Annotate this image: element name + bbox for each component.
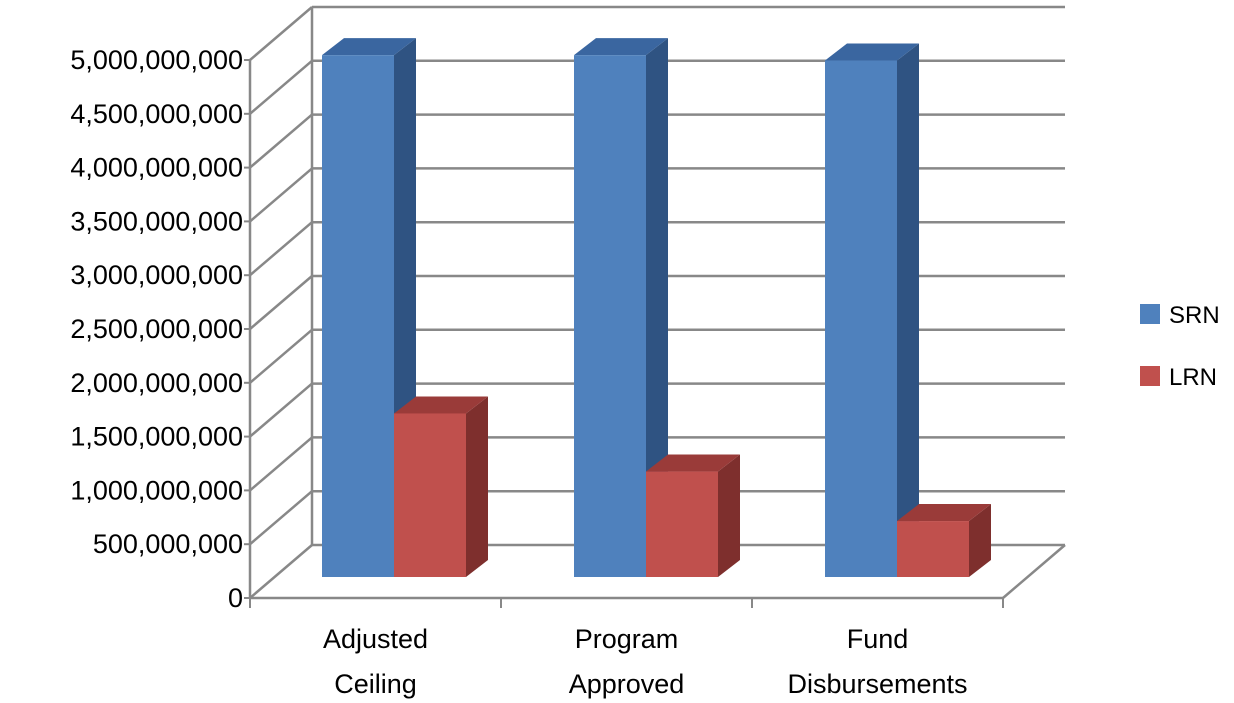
- y-tick-label: 4,000,000,000: [70, 153, 243, 183]
- y-tick-label: 2,000,000,000: [70, 368, 243, 398]
- y-tick-label: 500,000,000: [93, 529, 243, 559]
- x-tick-label: Adjusted: [323, 624, 428, 654]
- gridline-side: [249, 436, 313, 492]
- bar-lrn-side: [969, 504, 991, 577]
- gridlines: [249, 5, 1065, 599]
- bars: [322, 38, 991, 577]
- axes: [244, 7, 1066, 608]
- legend-label-lrn: LRN: [1169, 364, 1217, 391]
- gridline-side: [249, 6, 313, 61]
- x-tick-label: Program: [575, 624, 679, 654]
- bar-lrn-top: [897, 504, 991, 522]
- y-tick-label: 2,500,000,000: [70, 314, 243, 344]
- x-tick-label: Disbursements: [787, 669, 967, 699]
- x-tick-label: Ceiling: [334, 669, 417, 699]
- labels: 0 500,000,000 1,000,000,000 1,500,000,000 2,…: [70, 45, 967, 699]
- bar-lrn: [646, 471, 718, 577]
- gridline-side: [249, 113, 313, 169]
- bar-srn-side: [646, 38, 668, 577]
- legend: SRN LRN: [1140, 302, 1220, 391]
- bar-srn: [574, 55, 646, 577]
- bar-srn: [322, 55, 394, 577]
- legend-swatch-lrn: [1140, 366, 1160, 386]
- bar-srn: [825, 60, 897, 577]
- bar-srn-top: [322, 38, 416, 56]
- legend-swatch-srn: [1140, 304, 1160, 324]
- y-tick-label: 3,500,000,000: [70, 206, 243, 236]
- bar-srn-top: [574, 38, 668, 56]
- gridline-side: [249, 382, 313, 438]
- gridline-side: [249, 275, 313, 330]
- bar-lrn-side: [466, 396, 488, 577]
- legend-label-srn: SRN: [1169, 302, 1220, 329]
- bar-lrn: [394, 413, 466, 577]
- y-tick-label: 1,500,000,000: [70, 422, 243, 452]
- bar-srn-top: [825, 43, 919, 61]
- gridline-side: [249, 221, 313, 277]
- gridline-side: [249, 59, 313, 115]
- gridline-side: [249, 167, 313, 223]
- y-tick-label: 4,500,000,000: [70, 99, 243, 129]
- bar-lrn-top: [646, 454, 740, 472]
- x-tick-label: Fund: [847, 624, 909, 654]
- y-tick-label: 0: [228, 583, 243, 613]
- y-tick-label: 1,000,000,000: [70, 475, 243, 505]
- gridline-side: [249, 544, 313, 599]
- y-tick-label: 3,000,000,000: [70, 260, 243, 290]
- x-tick-label: Approved: [569, 669, 685, 699]
- y-tick-label: 5,000,000,000: [70, 45, 243, 75]
- gridline-side: [249, 490, 313, 546]
- gridline-side: [249, 328, 313, 384]
- bar-lrn: [897, 521, 969, 577]
- floor-right-edge: [1002, 544, 1066, 599]
- bar-lrn-top: [394, 396, 488, 414]
- bar-srn-side: [897, 43, 919, 577]
- bar-lrn-side: [718, 454, 740, 577]
